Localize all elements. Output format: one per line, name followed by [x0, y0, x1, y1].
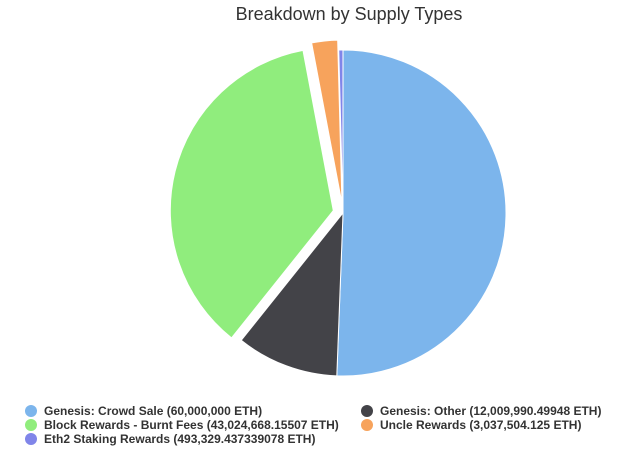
legend-label-block-rewards: Block Rewards - Burnt Fees (43,024,668.1… — [44, 418, 339, 432]
legend-label-eth2-staking: Eth2 Staking Rewards (493,329.437339078 … — [44, 432, 316, 446]
legend-dot-uncle-rewards — [361, 419, 373, 431]
pie-slice-uncle-rewards[interactable] — [311, 39, 343, 204]
pie-slice-genesis-other[interactable] — [240, 211, 344, 377]
legend-dot-block-rewards — [25, 419, 37, 431]
legend-label-genesis-other: Genesis: Other (12,009,990.49948 ETH) — [380, 404, 602, 418]
legend-dot-crowd-sale — [25, 405, 37, 417]
legend-item-block-rewards[interactable]: Block Rewards - Burnt Fees (43,024,668.1… — [25, 418, 339, 432]
pie-slice-crowd-sale[interactable] — [336, 49, 507, 377]
legend-dot-eth2-staking — [25, 433, 37, 445]
chart-title: Breakdown by Supply Types — [235, 4, 463, 24]
pie-chart — [169, 39, 507, 377]
legend-label-crowd-sale: Genesis: Crowd Sale (60,000,000 ETH) — [44, 404, 263, 418]
pie-slice-block-rewards[interactable] — [169, 49, 334, 339]
legend-item-crowd-sale[interactable]: Genesis: Crowd Sale (60,000,000 ETH) — [25, 404, 262, 418]
legend-item-uncle-rewards[interactable]: Uncle Rewards (3,037,504.125 ETH) — [361, 418, 581, 432]
pie-slice-eth2-staking[interactable] — [338, 49, 344, 214]
legend-item-genesis-other[interactable]: Genesis: Other (12,009,990.49948 ETH) — [361, 404, 601, 418]
legend-item-eth2-staking[interactable]: Eth2 Staking Rewards (493,329.437339078 … — [25, 432, 315, 446]
legend-label-uncle-rewards: Uncle Rewards (3,037,504.125 ETH) — [380, 418, 582, 432]
legend-dot-genesis-other — [361, 405, 373, 417]
